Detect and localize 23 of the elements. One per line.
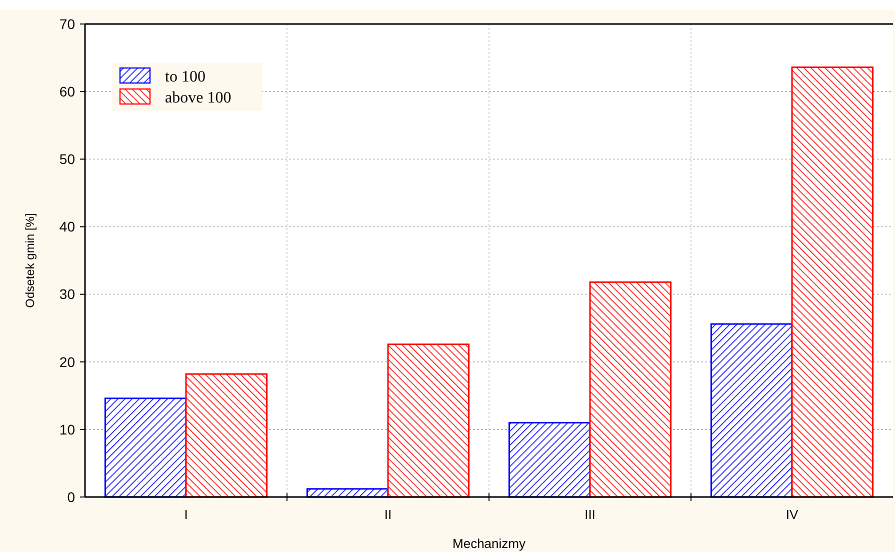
bar xyxy=(791,66,874,498)
bar xyxy=(185,373,268,498)
x-tick-label: IV xyxy=(786,507,798,522)
x-tick-label: II xyxy=(384,507,392,522)
bar xyxy=(589,281,672,498)
x-axis-title: Mechanizmy xyxy=(452,536,526,551)
legend-label: above 100 xyxy=(165,90,232,107)
y-tick-label: 60 xyxy=(59,83,76,100)
y-axis-title: Odsetek gmin [%] xyxy=(23,213,37,308)
y-tick-label: 70 xyxy=(59,16,76,32)
bar xyxy=(508,422,591,498)
y-tick-label: 30 xyxy=(59,286,76,302)
y-tick-label: 0 xyxy=(67,488,76,505)
y-tick-label: 20 xyxy=(59,354,76,370)
x-tick-label: III xyxy=(584,507,596,522)
bar xyxy=(104,398,187,498)
y-tick-label: 50 xyxy=(59,151,76,168)
bar xyxy=(710,323,793,498)
legend-label: to 100 xyxy=(165,68,206,86)
bar xyxy=(387,344,470,498)
y-tick-label: 10 xyxy=(59,421,76,438)
y-tick-label: 40 xyxy=(59,218,76,235)
x-tick-label: I xyxy=(184,507,188,522)
